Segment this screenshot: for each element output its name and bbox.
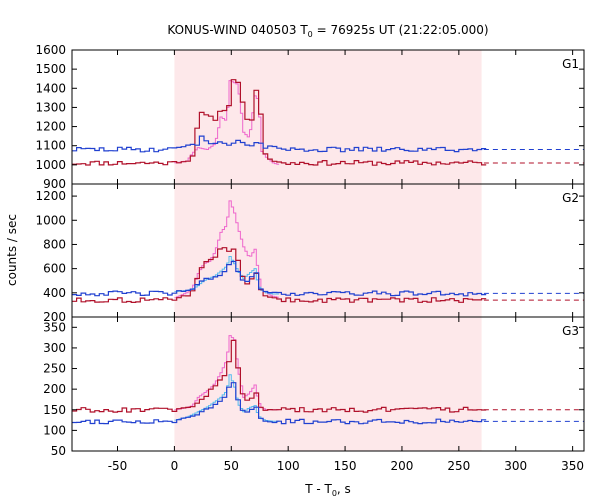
chart-title: KONUS-WIND 040503 T0 = 76925s UT (21:22:… <box>167 23 488 39</box>
burst-interval-highlight <box>174 50 482 184</box>
y-tick-label: 1000 <box>35 213 66 227</box>
panels: 900 1000 1100 1200 1300 1400 1500 1600 G1 200 400 6… <box>35 43 585 458</box>
xlabel-subscript: 0 <box>332 489 337 498</box>
y-tick-label: 400 <box>43 286 66 300</box>
y-tick-label: 1600 <box>35 43 66 57</box>
x-tick-label: 100 <box>277 459 300 473</box>
panel-frame <box>71 316 585 452</box>
y-tick-label: 1000 <box>35 158 66 172</box>
x-tick-label: 50 <box>224 459 239 473</box>
y-tick-label: 100 <box>43 423 66 437</box>
series-blue <box>72 260 487 297</box>
title-suffix: = 76925s UT (21:22:05.000) <box>313 23 489 37</box>
x-tick-label: 0 <box>171 459 179 473</box>
y-tick-label: 50 <box>51 444 66 458</box>
xlabel-prefix: T - T <box>304 482 332 496</box>
y-tick-label: 800 <box>43 237 66 251</box>
y-tick-label: 600 <box>43 262 66 276</box>
panel-label: G3 <box>562 324 579 338</box>
y-tick-label: 1100 <box>35 139 66 153</box>
x-tick-label: 350 <box>561 459 584 473</box>
burst-interval-highlight <box>174 184 482 317</box>
x-tick-label: 150 <box>334 459 357 473</box>
panel-g2: 200 400 600 800 1000 1200 G2 <box>35 183 585 324</box>
y-tick-label: 900 <box>43 177 66 191</box>
y-tick-label: 200 <box>43 382 66 396</box>
series-high-res-pink <box>174 80 280 165</box>
burst-interval-highlight <box>174 317 482 451</box>
series-blue <box>72 382 487 425</box>
x-tick-label: 200 <box>391 459 414 473</box>
y-tick-label: 1500 <box>35 62 66 76</box>
x-tick-label: 300 <box>504 459 527 473</box>
panel-label: G1 <box>562 57 579 71</box>
x-tick-label: 250 <box>447 459 470 473</box>
title-subscript: 0 <box>308 30 313 39</box>
title-prefix: KONUS-WIND 040503 T <box>167 23 308 37</box>
y-tick-label: 250 <box>43 362 66 376</box>
y-axis-label: counts / sec <box>5 214 19 286</box>
panel-g3: 50 100 150 200 250 300 350 G3 <box>43 316 585 458</box>
y-tick-label: 300 <box>43 341 66 355</box>
x-tick-labels: -50 0 50 100 150 200 250 300 350 <box>108 459 584 473</box>
y-tick-label: 150 <box>43 403 66 417</box>
y-tick-label: 1200 <box>35 189 66 203</box>
x-axis-label: T - T0, s <box>304 482 351 498</box>
y-tick-label: 1400 <box>35 81 66 95</box>
x-tick-label: -50 <box>108 459 128 473</box>
series-red <box>72 339 487 413</box>
series-blue <box>72 135 487 153</box>
y-tick-label: 200 <box>43 310 66 324</box>
panel-label: G2 <box>562 191 579 205</box>
y-tick-label: 1300 <box>35 100 66 114</box>
series-red <box>72 247 487 303</box>
y-tick-label: 350 <box>43 320 66 334</box>
series-red <box>72 79 487 166</box>
panel-g1: 900 1000 1100 1200 1300 1400 1500 1600 G1 <box>35 43 585 191</box>
y-tick-label: 1200 <box>35 120 66 134</box>
xlabel-suffix: , s <box>337 482 351 496</box>
